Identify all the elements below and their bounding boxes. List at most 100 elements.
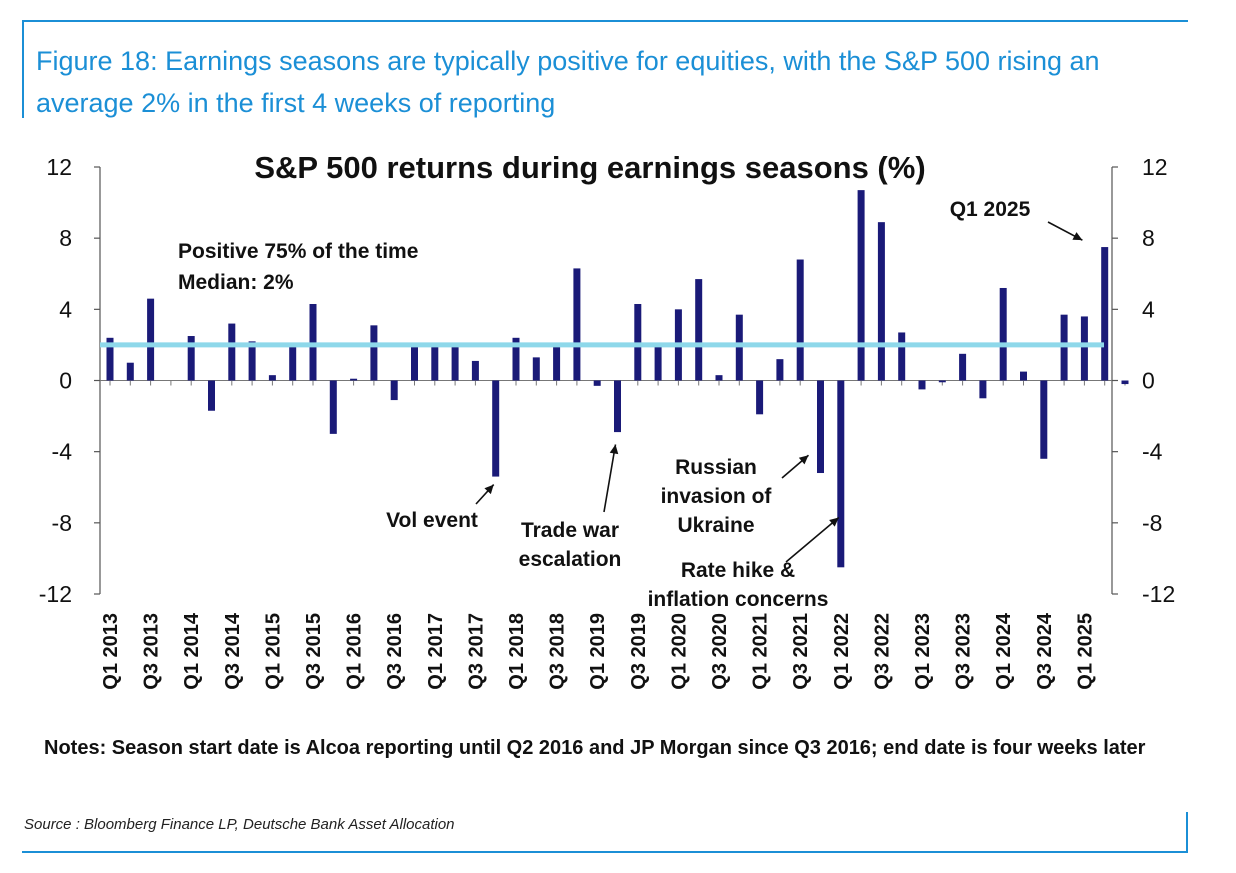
bar: [431, 346, 439, 381]
bar: [512, 337, 520, 381]
annotations: Q1 2025 Vol event Trade war escalation Russi…: [386, 198, 1083, 611]
y-tick-label-left: -12: [39, 581, 72, 607]
annotation-russian-invasion: Russian invasion of Ukraine: [661, 456, 773, 537]
bar: [390, 380, 398, 401]
x-tick-label: Q1 2018: [506, 613, 528, 690]
bar: [492, 380, 500, 477]
x-tick-label: Q3 2014: [222, 612, 244, 690]
x-tick-label: Q1 2021: [750, 613, 772, 690]
bar: [614, 380, 621, 433]
x-tick-label: Q1 2015: [262, 613, 284, 690]
positive-share-text: Positive 75% of the time: [178, 240, 418, 263]
y-tick-label-left: 8: [59, 225, 72, 251]
bar: [126, 362, 134, 381]
bar: [532, 357, 540, 381]
annotation-rate-hike-arrow: [785, 516, 840, 563]
y-tick-label-left: -8: [52, 510, 72, 536]
x-tick-label: Q1 2020: [668, 613, 690, 690]
bottom-rule: [22, 851, 1188, 853]
figure-title: Figure 18: Earnings seasons are typicall…: [36, 46, 1100, 118]
bar: [776, 359, 784, 381]
bar: [817, 380, 824, 474]
x-tick-label: Q3 2016: [384, 613, 406, 690]
bar: [1121, 380, 1129, 385]
annotation-trade-war: Trade war escalation: [519, 519, 622, 571]
y-tick-label-right: 0: [1142, 368, 1155, 394]
y-tick-label-right: -12: [1142, 581, 1175, 607]
bar: [248, 341, 256, 381]
annotation-trade-war-arrow: [603, 444, 617, 513]
x-tick-label: Q1 2019: [587, 613, 609, 690]
x-tick-label: Q1 2013: [100, 613, 122, 690]
x-tick-label: Q3 2021: [790, 613, 812, 690]
annotation-q1-2025-arrowhead: [1072, 232, 1083, 241]
bar: [350, 378, 358, 381]
x-tick-label: Q3 2018: [547, 613, 569, 690]
y-tick-label-right: 8: [1142, 225, 1155, 251]
bar: [654, 346, 662, 381]
bar: [735, 314, 743, 381]
x-tick-label: Q3 2024: [1034, 612, 1056, 690]
x-tick-label: Q3 2019: [628, 613, 650, 690]
bar: [756, 380, 764, 415]
bar: [715, 375, 723, 381]
bar: [796, 259, 804, 381]
bar: [898, 332, 906, 381]
bar: [695, 279, 703, 381]
annotation-vol-event-arrowhead: [484, 484, 494, 495]
top-rule: [22, 20, 1188, 22]
bar: [228, 323, 236, 381]
bar: [1101, 247, 1109, 381]
bar: [208, 380, 215, 411]
x-tick-label: Q3 2023: [953, 613, 975, 690]
bar: [411, 346, 418, 381]
x-tick-label: Q1 2022: [831, 613, 853, 690]
bar: [187, 336, 195, 381]
y-tick-label-right: -8: [1142, 510, 1162, 536]
bar: [634, 303, 642, 381]
annotation-russian-invasion-arrowhead: [798, 455, 809, 465]
notes: Notes: Season start date is Alcoa report…: [44, 737, 1146, 759]
bar: [999, 287, 1007, 381]
bar: [106, 337, 114, 381]
x-tick-label: Q3 2022: [871, 613, 893, 690]
annotation-rate-hike: Rate hike & inflation concerns: [648, 559, 829, 611]
annotation-q1-2025: Q1 2025: [950, 198, 1031, 221]
y-tick-label-left: -4: [52, 439, 73, 465]
y-tick-label-left: 4: [59, 296, 72, 322]
bar: [553, 346, 561, 381]
x-tick-label: Q1 2025: [1074, 613, 1096, 690]
bar: [1040, 380, 1048, 459]
bar: [573, 268, 581, 381]
chart-title: S&P 500 returns during earnings seasons …: [254, 150, 925, 185]
bar: [857, 190, 865, 381]
x-tick-label: Q1 2024: [993, 612, 1015, 690]
bar: [938, 380, 946, 383]
source: Source : Bloomberg Finance LP, Deutsche …: [24, 816, 455, 833]
left-rule: [22, 20, 24, 118]
bar: [837, 380, 845, 568]
right-rule: [1186, 812, 1188, 852]
bar: [309, 303, 317, 381]
x-tick-label: Q3 2015: [303, 613, 325, 690]
y-tick-label-right: -4: [1142, 439, 1163, 465]
y-tick-label-right: 4: [1142, 296, 1155, 322]
bars: [100, 190, 1129, 568]
tick-labels: 12 12 8 8 4 4 0 0 -4 -4 -8 -8 -12 -12 Q1 2013 Q3 2013 Q1…: [39, 154, 1176, 690]
x-tick-label: Q1 2016: [344, 613, 366, 690]
bar: [329, 380, 337, 434]
bar: [471, 360, 479, 381]
y-tick-label-right: 12: [1142, 154, 1168, 180]
bar: [268, 375, 276, 381]
annotation-vol-event: Vol event: [386, 509, 478, 532]
bar: [979, 380, 987, 399]
median-text: Median: 2%: [178, 271, 294, 294]
x-tick-label: Q3 2013: [141, 613, 163, 690]
x-tick-label: Q1 2023: [912, 613, 934, 690]
y-tick-label-left: 0: [59, 368, 72, 394]
bar: [370, 325, 378, 381]
bar: [147, 298, 155, 381]
bar: [1080, 316, 1088, 381]
bar: [593, 380, 601, 386]
